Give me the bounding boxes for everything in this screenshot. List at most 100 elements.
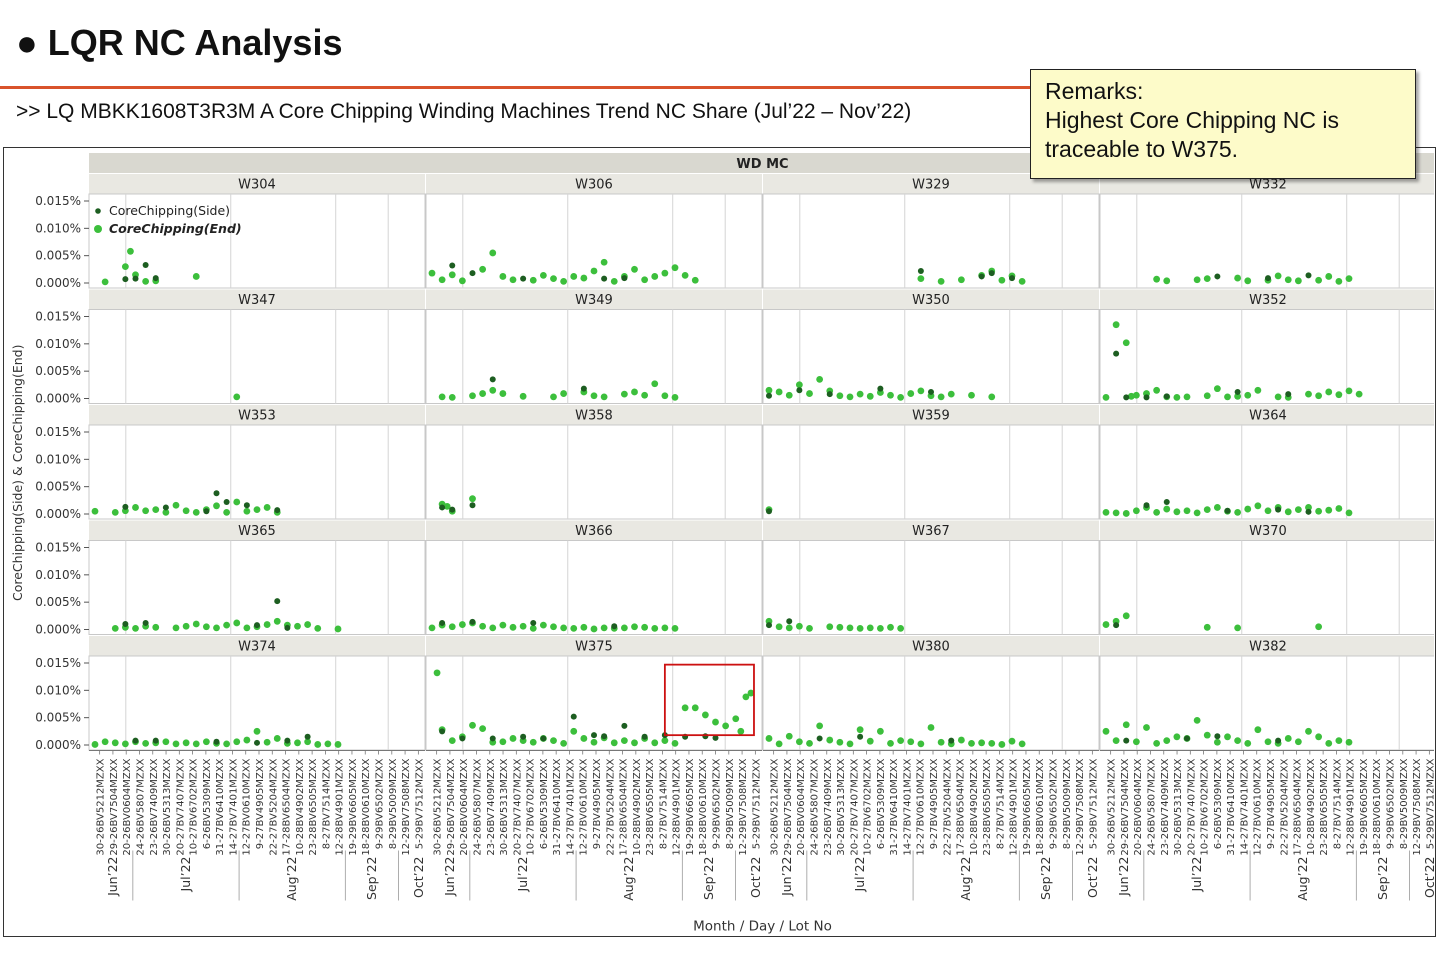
point-corechipping-end <box>1284 735 1292 742</box>
point-corechipping-end <box>795 738 803 746</box>
point-corechipping-side <box>459 735 466 742</box>
point-corechipping-end <box>499 738 507 746</box>
point-corechipping-end <box>600 258 608 266</box>
point-corechipping-side <box>877 385 884 392</box>
x-lot-label: 12-27BV0610MZXX <box>916 758 927 855</box>
x-lot-label: 23-26BV7409MZXX <box>486 758 497 855</box>
x-lot-label: 24-26BV5807MZXX <box>472 758 483 855</box>
point-corechipping-end <box>1284 276 1292 284</box>
point-corechipping-side <box>469 270 476 277</box>
point-corechipping-end <box>529 276 537 284</box>
point-corechipping-end <box>620 624 628 632</box>
point-corechipping-end <box>273 617 281 625</box>
y-tick-label: 0.015% <box>35 194 81 208</box>
point-corechipping-end <box>806 625 813 632</box>
x-lot-label: 20-26BV0604MZXX <box>122 758 133 855</box>
y-tick-label: 0.015% <box>35 541 81 555</box>
point-corechipping-side <box>766 622 772 629</box>
panel-label: W353 <box>238 409 276 424</box>
panel-plot-area <box>1099 424 1437 520</box>
point-corechipping-end <box>334 741 342 748</box>
x-lot-label: 5-29BV7512MZXX <box>1425 758 1434 849</box>
point-corechipping-end <box>202 738 210 746</box>
point-corechipping-end <box>438 276 446 284</box>
remarks-line-3: traceable to W375. <box>1045 136 1239 162</box>
point-corechipping-end <box>580 735 588 742</box>
point-corechipping-side <box>1123 737 1130 744</box>
point-corechipping-end <box>448 394 456 401</box>
point-corechipping-end <box>887 391 894 399</box>
point-corechipping-end <box>479 725 487 732</box>
point-corechipping-end <box>1234 737 1242 745</box>
point-corechipping-end <box>1315 733 1323 741</box>
x-lot-label: 17-28BV6504MZXX <box>282 758 293 855</box>
point-corechipping-end <box>499 390 507 397</box>
point-corechipping-end <box>539 621 547 629</box>
y-tick-label: 0.000% <box>35 276 81 290</box>
point-corechipping-side <box>1214 273 1221 280</box>
point-corechipping-end <box>519 622 527 630</box>
point-corechipping-end <box>1132 738 1140 746</box>
panel-strip <box>1100 520 1436 541</box>
x-lot-label: 8-27BV7514MZXX <box>1332 758 1343 849</box>
point-corechipping-end <box>560 739 568 747</box>
point-corechipping-end <box>641 623 649 631</box>
point-corechipping-end <box>243 624 251 632</box>
point-corechipping-end <box>957 276 965 284</box>
x-lot-label: 20-27BV7407MZXX <box>1186 758 1197 855</box>
point-corechipping-side <box>1305 272 1312 279</box>
point-corechipping-end <box>294 622 301 630</box>
point-corechipping-end <box>826 736 834 744</box>
panel-w347: W347 0.015% 0.010% 0.005% 0.000% <box>35 289 426 406</box>
panel-plot-area <box>88 424 426 520</box>
panel-strip <box>763 174 1099 194</box>
y-tick-label: 0.010% <box>35 337 81 351</box>
x-month-label: Sep’22 <box>1375 857 1390 900</box>
point-corechipping-end <box>1244 277 1252 285</box>
x-lot-label: 10-27BV6702MZXX <box>863 758 874 855</box>
point-corechipping-end <box>785 732 793 740</box>
panel-strip <box>426 636 762 656</box>
remarks-line-2: Highest Core Chipping NC is <box>1045 107 1340 133</box>
point-corechipping-end <box>826 623 834 631</box>
point-corechipping-end <box>1335 505 1343 512</box>
panel-label: W350 <box>912 293 950 308</box>
y-tick-label: 0.015% <box>35 656 81 670</box>
point-corechipping-end <box>233 393 241 401</box>
point-corechipping-side <box>601 275 608 282</box>
remarks-box: Remarks: Highest Core Chipping NC is tra… <box>1030 69 1416 179</box>
point-corechipping-end <box>620 390 628 398</box>
x-month-label: Jun’22 <box>1116 857 1131 897</box>
point-corechipping-end <box>550 623 557 631</box>
panel-label: W365 <box>238 524 276 539</box>
point-corechipping-side <box>601 733 608 740</box>
point-corechipping-side <box>1275 506 1282 513</box>
point-corechipping-end <box>223 508 231 516</box>
panel-plot-area <box>88 655 426 751</box>
point-corechipping-side <box>1143 502 1150 509</box>
point-corechipping-end <box>192 508 200 516</box>
point-corechipping-end <box>1163 277 1171 285</box>
x-lot-label: 12-27BV0610MZXX <box>1253 758 1264 855</box>
point-corechipping-end <box>121 263 129 270</box>
point-corechipping-side <box>489 376 496 383</box>
trend-chart: WD MC CoreChipping(Side) & CoreChipping(E… <box>10 153 1437 935</box>
point-corechipping-end <box>1102 394 1110 401</box>
point-corechipping-side <box>162 504 169 511</box>
x-lot-label: 30-26BV5313MZXX <box>499 758 510 855</box>
point-corechipping-end <box>897 394 905 401</box>
point-corechipping-end <box>795 381 803 389</box>
panel-label: W347 <box>238 293 276 308</box>
point-corechipping-end <box>846 624 854 632</box>
point-corechipping-end <box>1193 717 1201 724</box>
point-corechipping-side <box>152 275 159 282</box>
panel-plot-area <box>88 309 426 404</box>
point-corechipping-end <box>1203 275 1211 283</box>
point-corechipping-end <box>1203 623 1211 631</box>
point-corechipping-end <box>192 620 200 628</box>
x-month-label: Jul’22 <box>852 857 867 893</box>
point-corechipping-end <box>233 738 241 746</box>
x-lot-label: 23-28BV6505MZXX <box>1319 758 1330 855</box>
point-corechipping-end <box>590 267 598 275</box>
point-corechipping-end <box>590 738 598 746</box>
